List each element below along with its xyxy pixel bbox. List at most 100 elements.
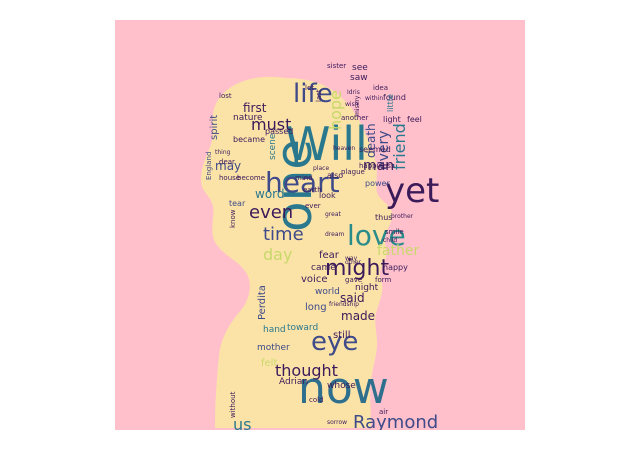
cloud-word-word: word — [255, 187, 285, 201]
cloud-word-light: light — [383, 115, 401, 124]
cloud-word-eye: eye — [311, 327, 358, 357]
head-silhouette — [201, 76, 393, 429]
cloud-word-house: house — [219, 174, 240, 182]
cloud-word-let: let — [305, 84, 314, 92]
wordcloud-panel: Will now one yet heart life love eye might Raymon… — [115, 20, 525, 430]
cloud-word-seemed: seemed — [359, 145, 391, 154]
cloud-word-whose: whose — [327, 381, 356, 391]
cloud-word-perdita: Perdita — [257, 285, 268, 320]
cloud-word-form: form — [375, 276, 392, 284]
cloud-word-idea: idea — [373, 84, 388, 92]
cloud-word-power: power — [365, 179, 390, 188]
cloud-word-one: one — [265, 139, 323, 232]
cloud-word-brother: brother — [391, 213, 414, 220]
cloud-word-know: know — [229, 209, 237, 228]
cloud-word-happiness: happiness — [359, 162, 395, 170]
cloud-word-found: found — [383, 93, 406, 102]
cloud-word-spirit: spirit — [209, 115, 220, 140]
cloud-word-earth: earth — [303, 186, 322, 194]
cloud-word-felt: felt — [261, 358, 277, 369]
cloud-word-without: without — [229, 391, 237, 418]
cloud-word-idris: Idris — [347, 89, 360, 96]
cloud-word-heaven: heaven — [333, 145, 355, 152]
cloud-word-smile: smile — [385, 228, 404, 236]
cloud-word-way: way — [345, 255, 358, 262]
cloud-word-mind: mind — [295, 174, 313, 182]
cloud-word-passed: passed — [265, 127, 293, 136]
cloud-word-dear: dear — [219, 158, 235, 166]
cloud-word-long: long — [305, 302, 327, 313]
word-group: Will now one yet heart life love eye might Raymon… — [205, 62, 439, 430]
cloud-word-see: see — [352, 63, 368, 73]
cloud-word-sorrow: sorrow — [327, 419, 347, 426]
cloud-word-plague: plague — [341, 168, 365, 176]
cloud-word-said: said — [340, 291, 365, 305]
cloud-word-father: father — [377, 243, 419, 259]
cloud-word-feel: feel — [407, 115, 422, 124]
cloud-word-thus: thus — [375, 213, 392, 222]
cloud-word-become: become — [237, 174, 265, 182]
cloud-word-also: also — [327, 171, 343, 180]
cloud-word-place: place — [313, 165, 329, 172]
cloud-word-world: world — [315, 287, 340, 297]
cloud-word-life: life — [293, 79, 333, 109]
cloud-word-within: within — [365, 95, 383, 102]
cloud-word-man: man — [363, 158, 394, 174]
cloud-word-wish: wish — [345, 101, 359, 108]
cloud-word-came: came — [311, 263, 336, 273]
cloud-word-love: love — [347, 219, 406, 252]
cloud-word-will: Will — [285, 117, 368, 171]
cloud-word-became: became — [233, 135, 265, 144]
cloud-word-gave: gave — [345, 276, 362, 284]
cloud-word-friendship: friendship — [329, 301, 359, 308]
cloud-word-heart: heart — [265, 166, 340, 199]
cloud-word-time: time — [263, 224, 304, 245]
cloud-word-great: great — [325, 211, 342, 218]
cloud-word-even: even — [249, 202, 293, 223]
cloud-word-may: may — [215, 159, 241, 173]
cloud-word-ever: ever — [305, 202, 321, 210]
cloud-word-another: another — [341, 114, 368, 122]
cloud-word-thing: thing — [215, 149, 231, 156]
cloud-word-adrian: Adrian — [279, 377, 308, 387]
cloud-word-hope: hope — [326, 90, 345, 130]
cloud-word-us: us — [233, 415, 251, 430]
cloud-word-voice: voice — [301, 274, 327, 285]
cloud-word-made: made — [341, 309, 375, 323]
cloud-word-might: might — [325, 256, 389, 281]
cloud-word-now: now — [298, 363, 389, 414]
cloud-word-other: other — [345, 259, 362, 266]
cloud-word-hand: hand — [263, 325, 286, 335]
cloud-word-mother: mother — [257, 343, 290, 353]
cloud-word-must: must — [251, 115, 291, 134]
cloud-word-lost: lost — [219, 92, 232, 100]
cloud-word-thought: thought — [275, 361, 338, 380]
cloud-word-last: last — [315, 89, 323, 102]
cloud-word-cold: cold — [309, 396, 324, 404]
cloud-word-misery: misery — [354, 95, 361, 116]
cloud-word-sister: sister — [327, 62, 346, 70]
cloud-word-toward: toward — [287, 323, 318, 333]
cloud-word-yet: yet — [385, 171, 439, 211]
cloud-word-scene: scene — [268, 133, 278, 160]
cloud-word-fear: fear — [319, 250, 340, 261]
cloud-word-air: air — [379, 408, 388, 416]
word-cloud: Will now one yet heart life love eye might Raymon… — [201, 62, 439, 430]
cloud-word-death: death — [364, 123, 378, 158]
cloud-word-england: England — [205, 152, 213, 180]
cloud-word-every: every — [376, 130, 392, 170]
cloud-word-tear: tear — [229, 199, 246, 208]
cloud-word-saw: saw — [350, 73, 368, 83]
cloud-word-happy: happy — [383, 263, 408, 272]
cloud-word-night: night — [355, 283, 379, 293]
cloud-word-child: child — [383, 237, 397, 244]
cloud-word-first: first — [243, 101, 267, 115]
cloud-word-still: still — [333, 330, 350, 341]
cloud-word-raymond: Raymond — [353, 412, 438, 430]
cloud-word-day: day — [263, 245, 292, 264]
cloud-word-nature: nature — [233, 113, 263, 123]
cloud-word-friend: friend — [390, 123, 409, 170]
cloud-word-look: look — [319, 191, 336, 200]
cloud-word-dream: dream — [325, 231, 345, 238]
cloud-word-little: little — [386, 94, 395, 112]
